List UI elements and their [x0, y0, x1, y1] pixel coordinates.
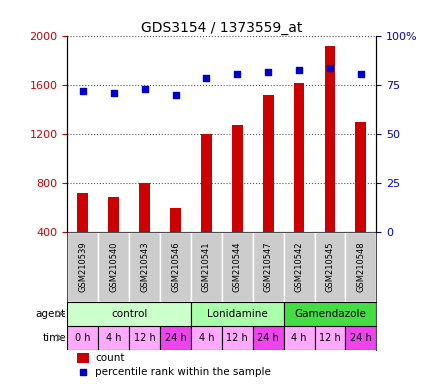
Bar — [231, 124, 242, 281]
Text: Lonidamine: Lonidamine — [207, 309, 267, 319]
Bar — [98, 326, 129, 350]
Text: 12 h: 12 h — [226, 333, 247, 343]
Text: agent: agent — [36, 309, 66, 319]
Text: Gamendazole: Gamendazole — [293, 309, 365, 319]
Text: 4 h: 4 h — [291, 333, 306, 343]
Bar — [129, 232, 160, 302]
Bar — [201, 134, 211, 281]
Point — [233, 71, 240, 77]
Bar — [345, 326, 375, 350]
Bar — [252, 326, 283, 350]
Text: 24 h: 24 h — [164, 333, 186, 343]
Text: percentile rank within the sample: percentile rank within the sample — [95, 367, 270, 377]
Point — [202, 74, 210, 81]
Text: GSM210546: GSM210546 — [171, 242, 180, 292]
Bar — [324, 46, 335, 281]
Bar — [314, 326, 345, 350]
Point — [141, 86, 148, 93]
Point — [172, 92, 179, 98]
Bar — [67, 302, 191, 326]
Point — [79, 369, 86, 375]
Bar — [170, 208, 181, 281]
Point — [110, 90, 117, 96]
Point — [357, 71, 364, 77]
Bar — [160, 326, 191, 350]
Bar — [191, 302, 283, 326]
Text: 4 h: 4 h — [106, 333, 121, 343]
Bar — [77, 193, 88, 281]
Text: 12 h: 12 h — [134, 333, 155, 343]
Text: count: count — [95, 353, 125, 363]
Bar — [221, 326, 252, 350]
Point — [326, 65, 332, 71]
Text: GSM210547: GSM210547 — [263, 242, 272, 292]
Bar — [293, 83, 304, 281]
Bar — [67, 326, 98, 350]
Bar — [160, 232, 191, 302]
Bar — [355, 122, 365, 281]
Bar — [345, 232, 375, 302]
Bar — [221, 232, 252, 302]
Text: time: time — [42, 333, 66, 343]
Point — [79, 88, 86, 94]
Bar — [283, 326, 314, 350]
Bar — [283, 302, 375, 326]
Bar — [67, 232, 98, 302]
Text: GSM210541: GSM210541 — [201, 242, 210, 292]
Text: GSM210539: GSM210539 — [78, 242, 87, 292]
Bar — [108, 197, 119, 281]
Point — [264, 69, 271, 75]
Point — [295, 67, 302, 73]
Bar — [314, 232, 345, 302]
Text: 24 h: 24 h — [349, 333, 371, 343]
Text: GSM210548: GSM210548 — [355, 242, 365, 292]
Text: 4 h: 4 h — [198, 333, 214, 343]
Bar — [98, 232, 129, 302]
Text: GSM210544: GSM210544 — [232, 242, 241, 292]
Text: GSM210545: GSM210545 — [325, 242, 334, 292]
Bar — [139, 183, 150, 281]
Text: GSM210543: GSM210543 — [140, 242, 149, 292]
Bar — [191, 232, 221, 302]
Bar — [252, 232, 283, 302]
Text: 12 h: 12 h — [318, 333, 340, 343]
Text: 0 h: 0 h — [75, 333, 90, 343]
Bar — [76, 353, 89, 362]
Bar — [283, 232, 314, 302]
Title: GDS3154 / 1373559_at: GDS3154 / 1373559_at — [141, 22, 302, 35]
Text: GSM210542: GSM210542 — [294, 242, 303, 292]
Bar — [129, 326, 160, 350]
Bar — [191, 326, 221, 350]
Bar — [262, 95, 273, 281]
Text: control: control — [111, 309, 147, 319]
Text: 24 h: 24 h — [257, 333, 279, 343]
Text: GSM210540: GSM210540 — [109, 242, 118, 292]
